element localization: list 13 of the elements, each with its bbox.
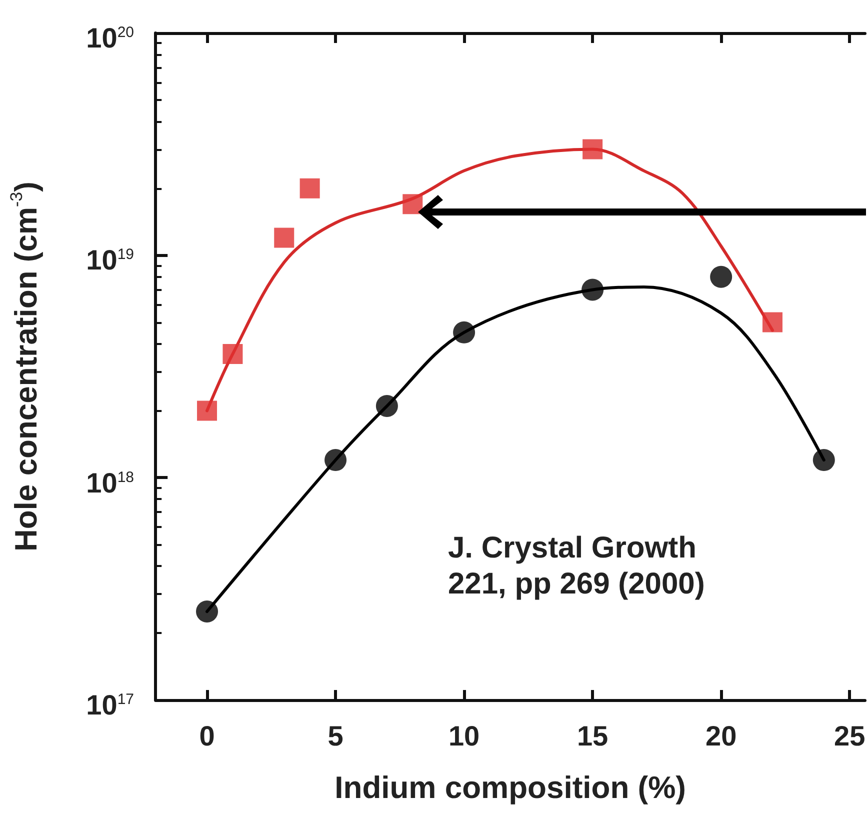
x-axis-title: Indium composition (%) xyxy=(334,770,686,805)
x-tick-label: 25 xyxy=(834,720,866,752)
y-tick-label: 10$^{17}$ xyxy=(86,688,134,722)
x-tick-label: 20 xyxy=(706,720,737,752)
x-tick-label: 10 xyxy=(448,720,480,752)
annotation: J. Crystal Growth 221, pp 269 (2000) xyxy=(448,532,705,600)
x-tick-label: 15 xyxy=(576,720,608,752)
y-axis-title: Hole concentration (cm-3) xyxy=(7,182,44,552)
y-tick-label: 10$^{18}$ xyxy=(86,466,134,500)
x-tick-label: 0 xyxy=(199,720,215,752)
y-tick-label: 10$^{19}$ xyxy=(86,244,134,278)
x-tick-label: 5 xyxy=(328,720,344,752)
y-tick-label: 10$^{20}$ xyxy=(86,21,134,56)
